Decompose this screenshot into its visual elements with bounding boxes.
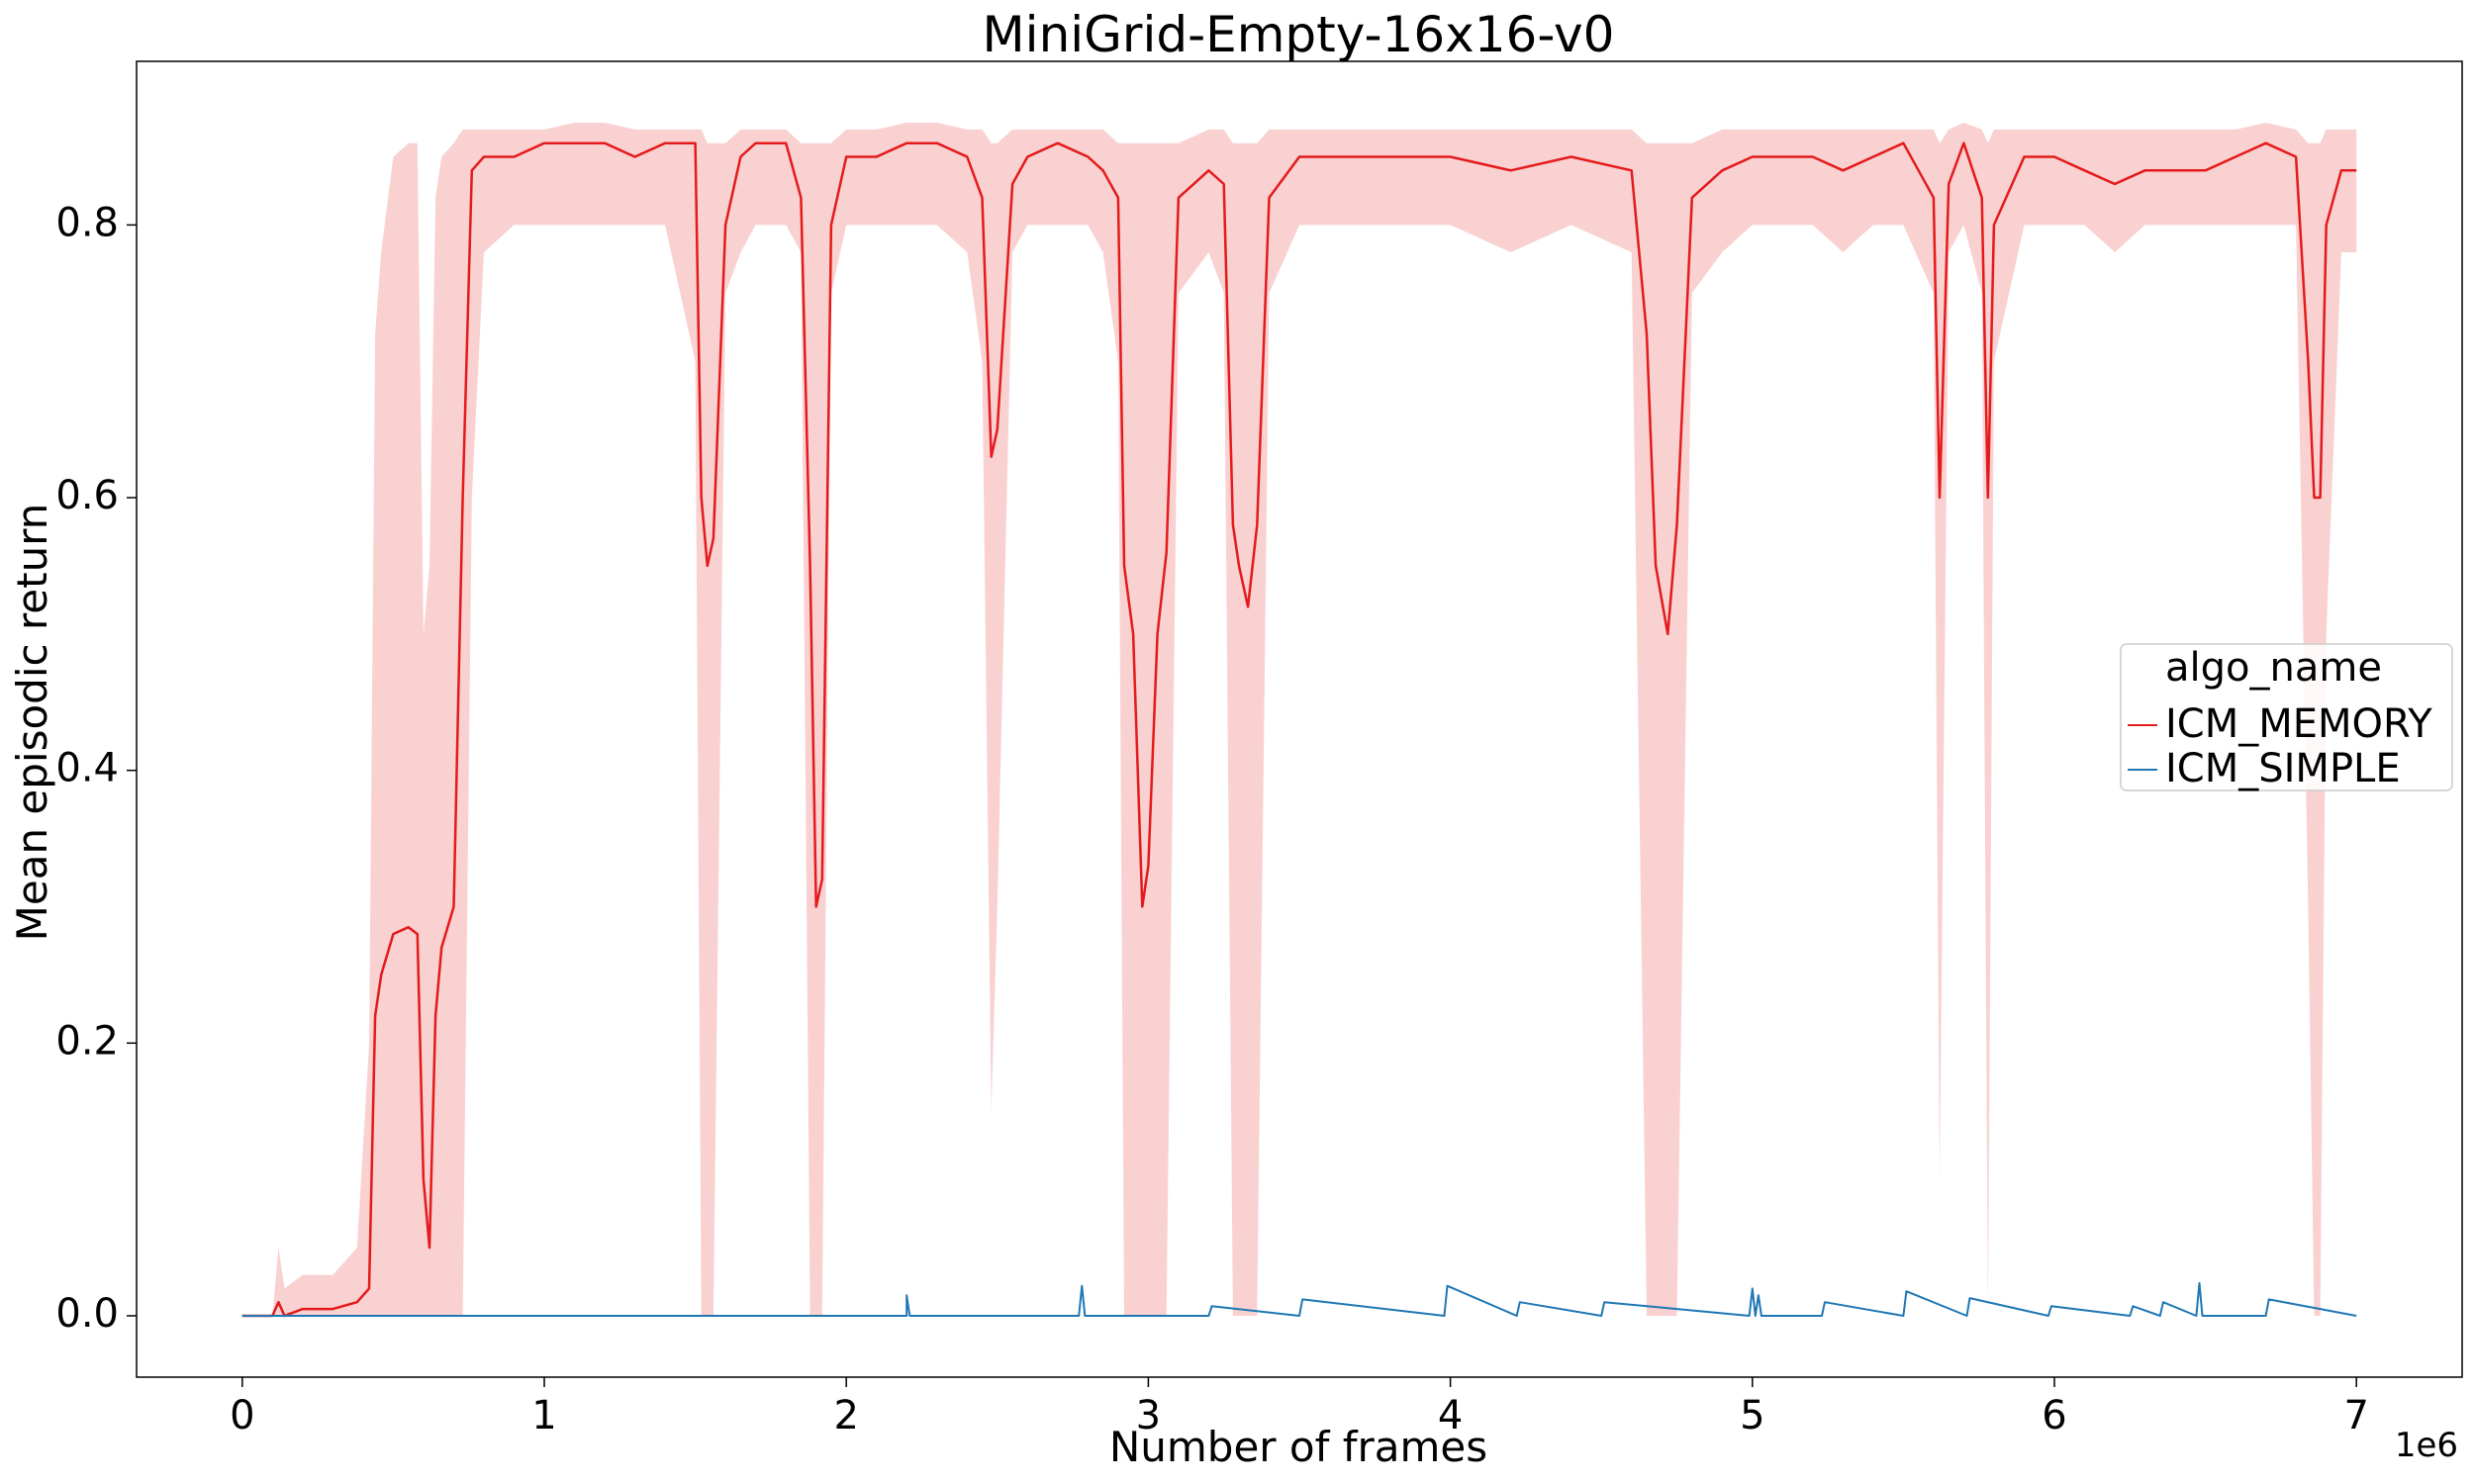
x-tick-label: 2 [833, 1393, 858, 1438]
series-lines [241, 141, 2357, 1318]
x-axis-label: Number of frames [1109, 1423, 1487, 1471]
confidence-bands [241, 123, 2357, 1316]
x-tick-label: 5 [1740, 1393, 1764, 1438]
series-line-icm-memory [241, 141, 2357, 1318]
x-axis-offset-label: 1e6 [2395, 1426, 2458, 1465]
y-tick-label: 0.8 [55, 200, 119, 245]
legend-title: algo_name [2165, 645, 2382, 691]
legend-label-icm-simple: ICM_SIMPLE [2165, 746, 2401, 791]
y-tick-label: 0.2 [55, 1018, 119, 1064]
y-axis-label: Mean episodic return [8, 504, 56, 942]
legend: algo_name ICM_MEMORY ICM_SIMPLE [2120, 643, 2453, 791]
plot-area-frame [136, 60, 2463, 1378]
y-tick-label: 0.6 [55, 473, 119, 518]
x-tick-label: 1 [531, 1393, 556, 1438]
x-tick-label: 0 [230, 1393, 254, 1438]
x-tick-label: 4 [1438, 1393, 1463, 1438]
legend-box [2120, 643, 2453, 791]
axis-ticks: 0 1 2 3 4 5 6 7 0.0 0.2 0.4 0.6 0.8 [55, 200, 2369, 1438]
x-tick-label: 7 [2343, 1393, 2368, 1438]
confidence-band-icm-memory [241, 123, 2357, 1316]
y-tick-label: 0.0 [55, 1291, 119, 1337]
chart-title: MiniGrid-Empty-16x16-v0 [983, 6, 1615, 63]
x-tick-label: 6 [2042, 1393, 2066, 1438]
legend-label-icm-memory: ICM_MEMORY [2165, 701, 2432, 747]
series-line-icm-simple [241, 1281, 2357, 1317]
x-tick-label: 3 [1136, 1393, 1161, 1438]
y-tick-label: 0.4 [55, 746, 119, 791]
